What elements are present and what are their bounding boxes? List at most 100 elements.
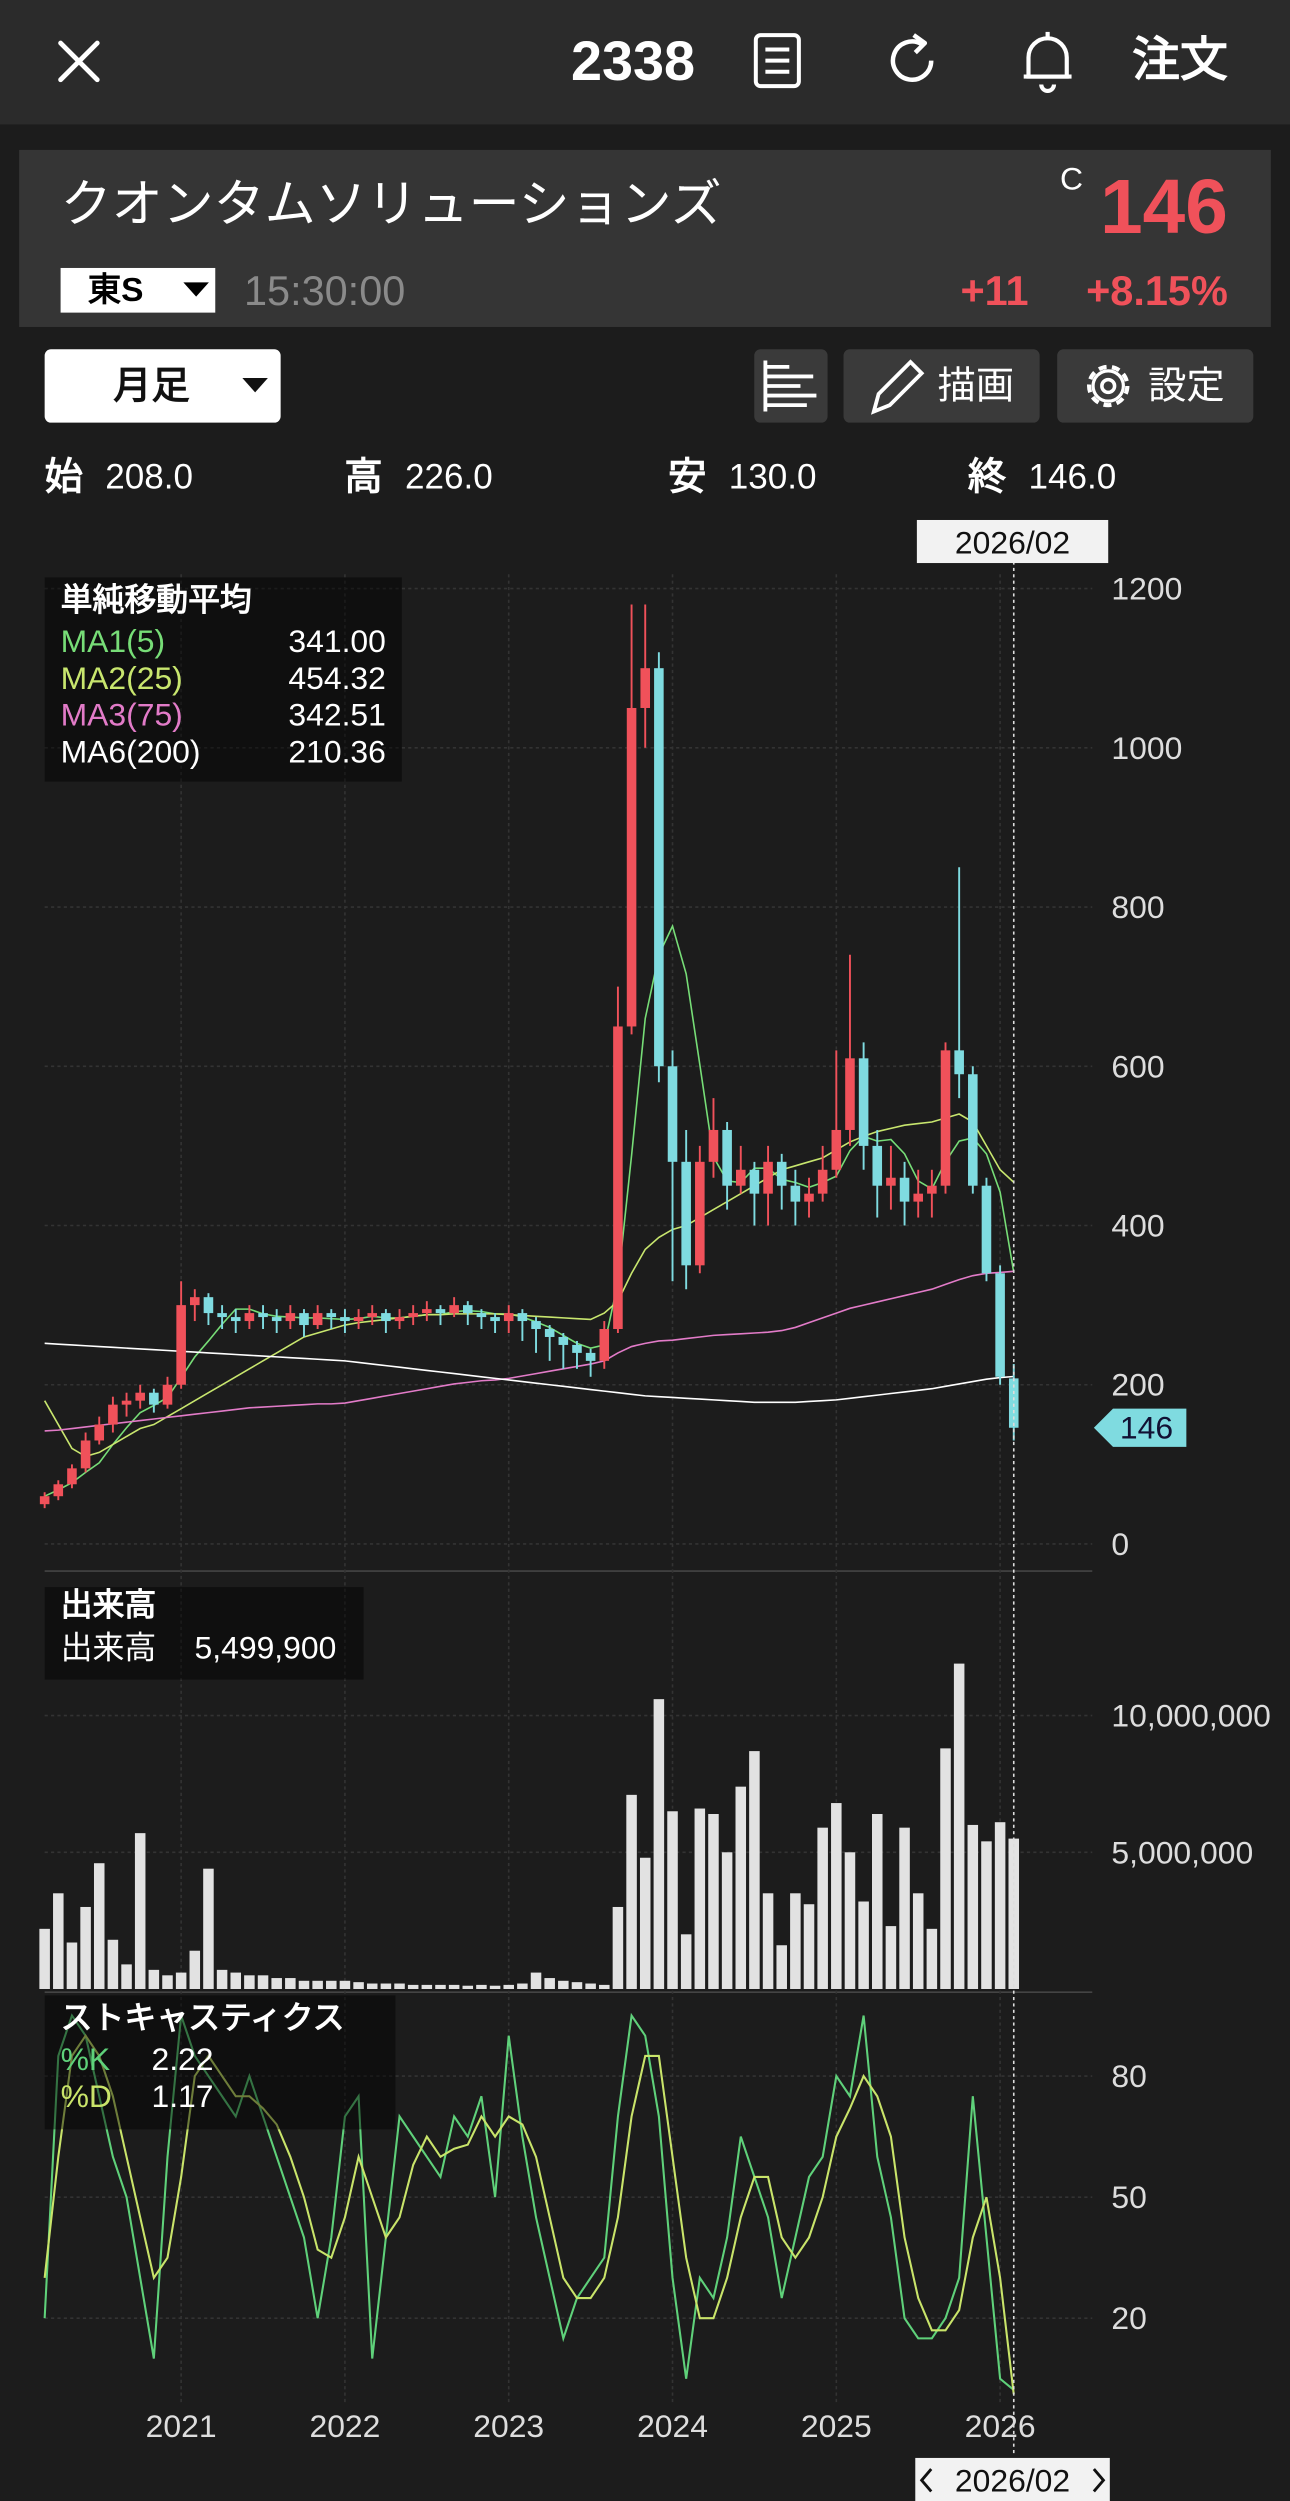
volume-bar [803, 1904, 815, 1989]
ohlc-label: 終 [968, 455, 1007, 498]
x-tick-label: 2025 [801, 2408, 872, 2444]
legend-value: 5,499,900 [195, 1630, 337, 1666]
close-button[interactable] [58, 40, 100, 83]
volume-bar [66, 1942, 78, 1989]
price-tag-label: 146 [1120, 1410, 1173, 1446]
draw-button[interactable]: 描画 [843, 349, 1040, 423]
candle-body [654, 668, 664, 1067]
candle-body [613, 1026, 623, 1330]
candle-body [203, 1297, 214, 1314]
dropdown-arrow [183, 282, 209, 297]
stock-name: クオンタムソリューションズ [61, 176, 722, 233]
candle-body [394, 1317, 405, 1322]
volume-bar [667, 1811, 678, 1989]
series-line [44, 1270, 1014, 1432]
volume-bar [872, 1813, 883, 1989]
y-tick-label: 20 [1111, 2300, 1146, 2336]
candle-body [230, 1317, 241, 1322]
candle-body [244, 1313, 255, 1322]
volume-bar [599, 1984, 610, 1989]
series-line [43, 2033, 1015, 2395]
volume-bar [762, 1893, 774, 1989]
series-line [43, 1113, 1015, 1458]
legend-name: MA1(5) [61, 623, 165, 659]
candle-body [749, 1169, 760, 1194]
y-tick-label: 5,000,000 [1111, 1834, 1253, 1870]
chart: 2021 2022 2023 2024 2025 2026 0 200 400 600 800 100… [39, 519, 1271, 2501]
candle-body [558, 1336, 569, 1345]
volume-bar [899, 1827, 910, 1989]
draw-label: 描画 [938, 364, 1015, 407]
legend-box [44, 1995, 396, 2130]
volume-bar [953, 1663, 965, 1989]
candle-body [695, 1161, 705, 1266]
candle-body [599, 1329, 610, 1361]
volume-bar [203, 1868, 214, 1989]
candle-body [312, 1313, 323, 1326]
ohlc-value: 208.0 [105, 457, 193, 496]
quote-panel [19, 149, 1271, 327]
volume-bar [257, 1975, 269, 1989]
layout-button[interactable] [754, 349, 828, 423]
quote-time: 15:30:00 [244, 267, 405, 314]
y-tick-label: 400 [1111, 1208, 1164, 1244]
order-button[interactable]: 注文 [1132, 34, 1228, 87]
alert-button[interactable] [1023, 31, 1072, 93]
ohlc-label: 安 [668, 455, 706, 498]
volume-bar [107, 1939, 119, 1989]
y-tick-label: 50 [1111, 2179, 1146, 2215]
legend-value: 210.36 [288, 733, 385, 769]
volume-bar [339, 1980, 351, 1989]
y-tick-label: 600 [1111, 1048, 1164, 1084]
memo-button[interactable] [753, 33, 801, 89]
settings-button[interactable]: 設定 [1057, 349, 1254, 423]
dropdown-arrow [242, 378, 268, 393]
candle-body [763, 1161, 773, 1194]
candle-body [954, 1050, 964, 1075]
volume-bar [175, 1972, 187, 1989]
volume-bar [585, 1983, 596, 1989]
volume-bar [503, 1984, 514, 1989]
cursor-date-bottom: 2026/02 [955, 2462, 1070, 2498]
volume-bar [735, 1786, 747, 1989]
period-select-bg [44, 349, 281, 423]
candle-body [626, 707, 637, 1027]
period-select[interactable]: 月足 [44, 349, 281, 423]
candle-body [121, 1400, 132, 1405]
candle-body [517, 1313, 528, 1322]
market-select[interactable]: 東S [60, 267, 216, 313]
candle-body [804, 1193, 814, 1202]
legend-label: 出来高 [61, 1630, 157, 1666]
volume-bar [162, 1975, 173, 1989]
y-tick-label: 80 [1111, 2058, 1146, 2094]
next-chevron [1092, 2468, 1106, 2493]
candle-body [108, 1404, 118, 1425]
volume-bar [435, 1984, 446, 1989]
ohlc-row: 始 208.0 高 226.0 安 130.0 終 146.0 [45, 455, 1117, 498]
candle-body [831, 1129, 842, 1170]
volume-bar [489, 1985, 501, 1989]
legend-value: 454.32 [288, 660, 385, 696]
candle-body [913, 1193, 923, 1202]
candle-body [503, 1313, 514, 1322]
volume-bar [148, 1969, 160, 1989]
refresh-button[interactable] [890, 33, 934, 82]
candle-body [176, 1305, 186, 1385]
x-tick-label: 2023 [473, 2408, 544, 2444]
volume-bar [285, 1978, 296, 1989]
price-tag [1093, 1408, 1187, 1447]
volume-bar [694, 1808, 706, 1989]
volume-bar [981, 1841, 992, 1989]
volume-bar [448, 1984, 460, 1989]
volume-bar [790, 1893, 801, 1989]
candle-body [217, 1313, 227, 1318]
volume-bar [885, 1926, 897, 1989]
candle-body [353, 1317, 364, 1322]
candle-body [735, 1169, 746, 1186]
cursor-date: 2026/02 [955, 524, 1070, 560]
symbol: 2338 [571, 29, 695, 92]
volume-bar [93, 1863, 105, 1989]
